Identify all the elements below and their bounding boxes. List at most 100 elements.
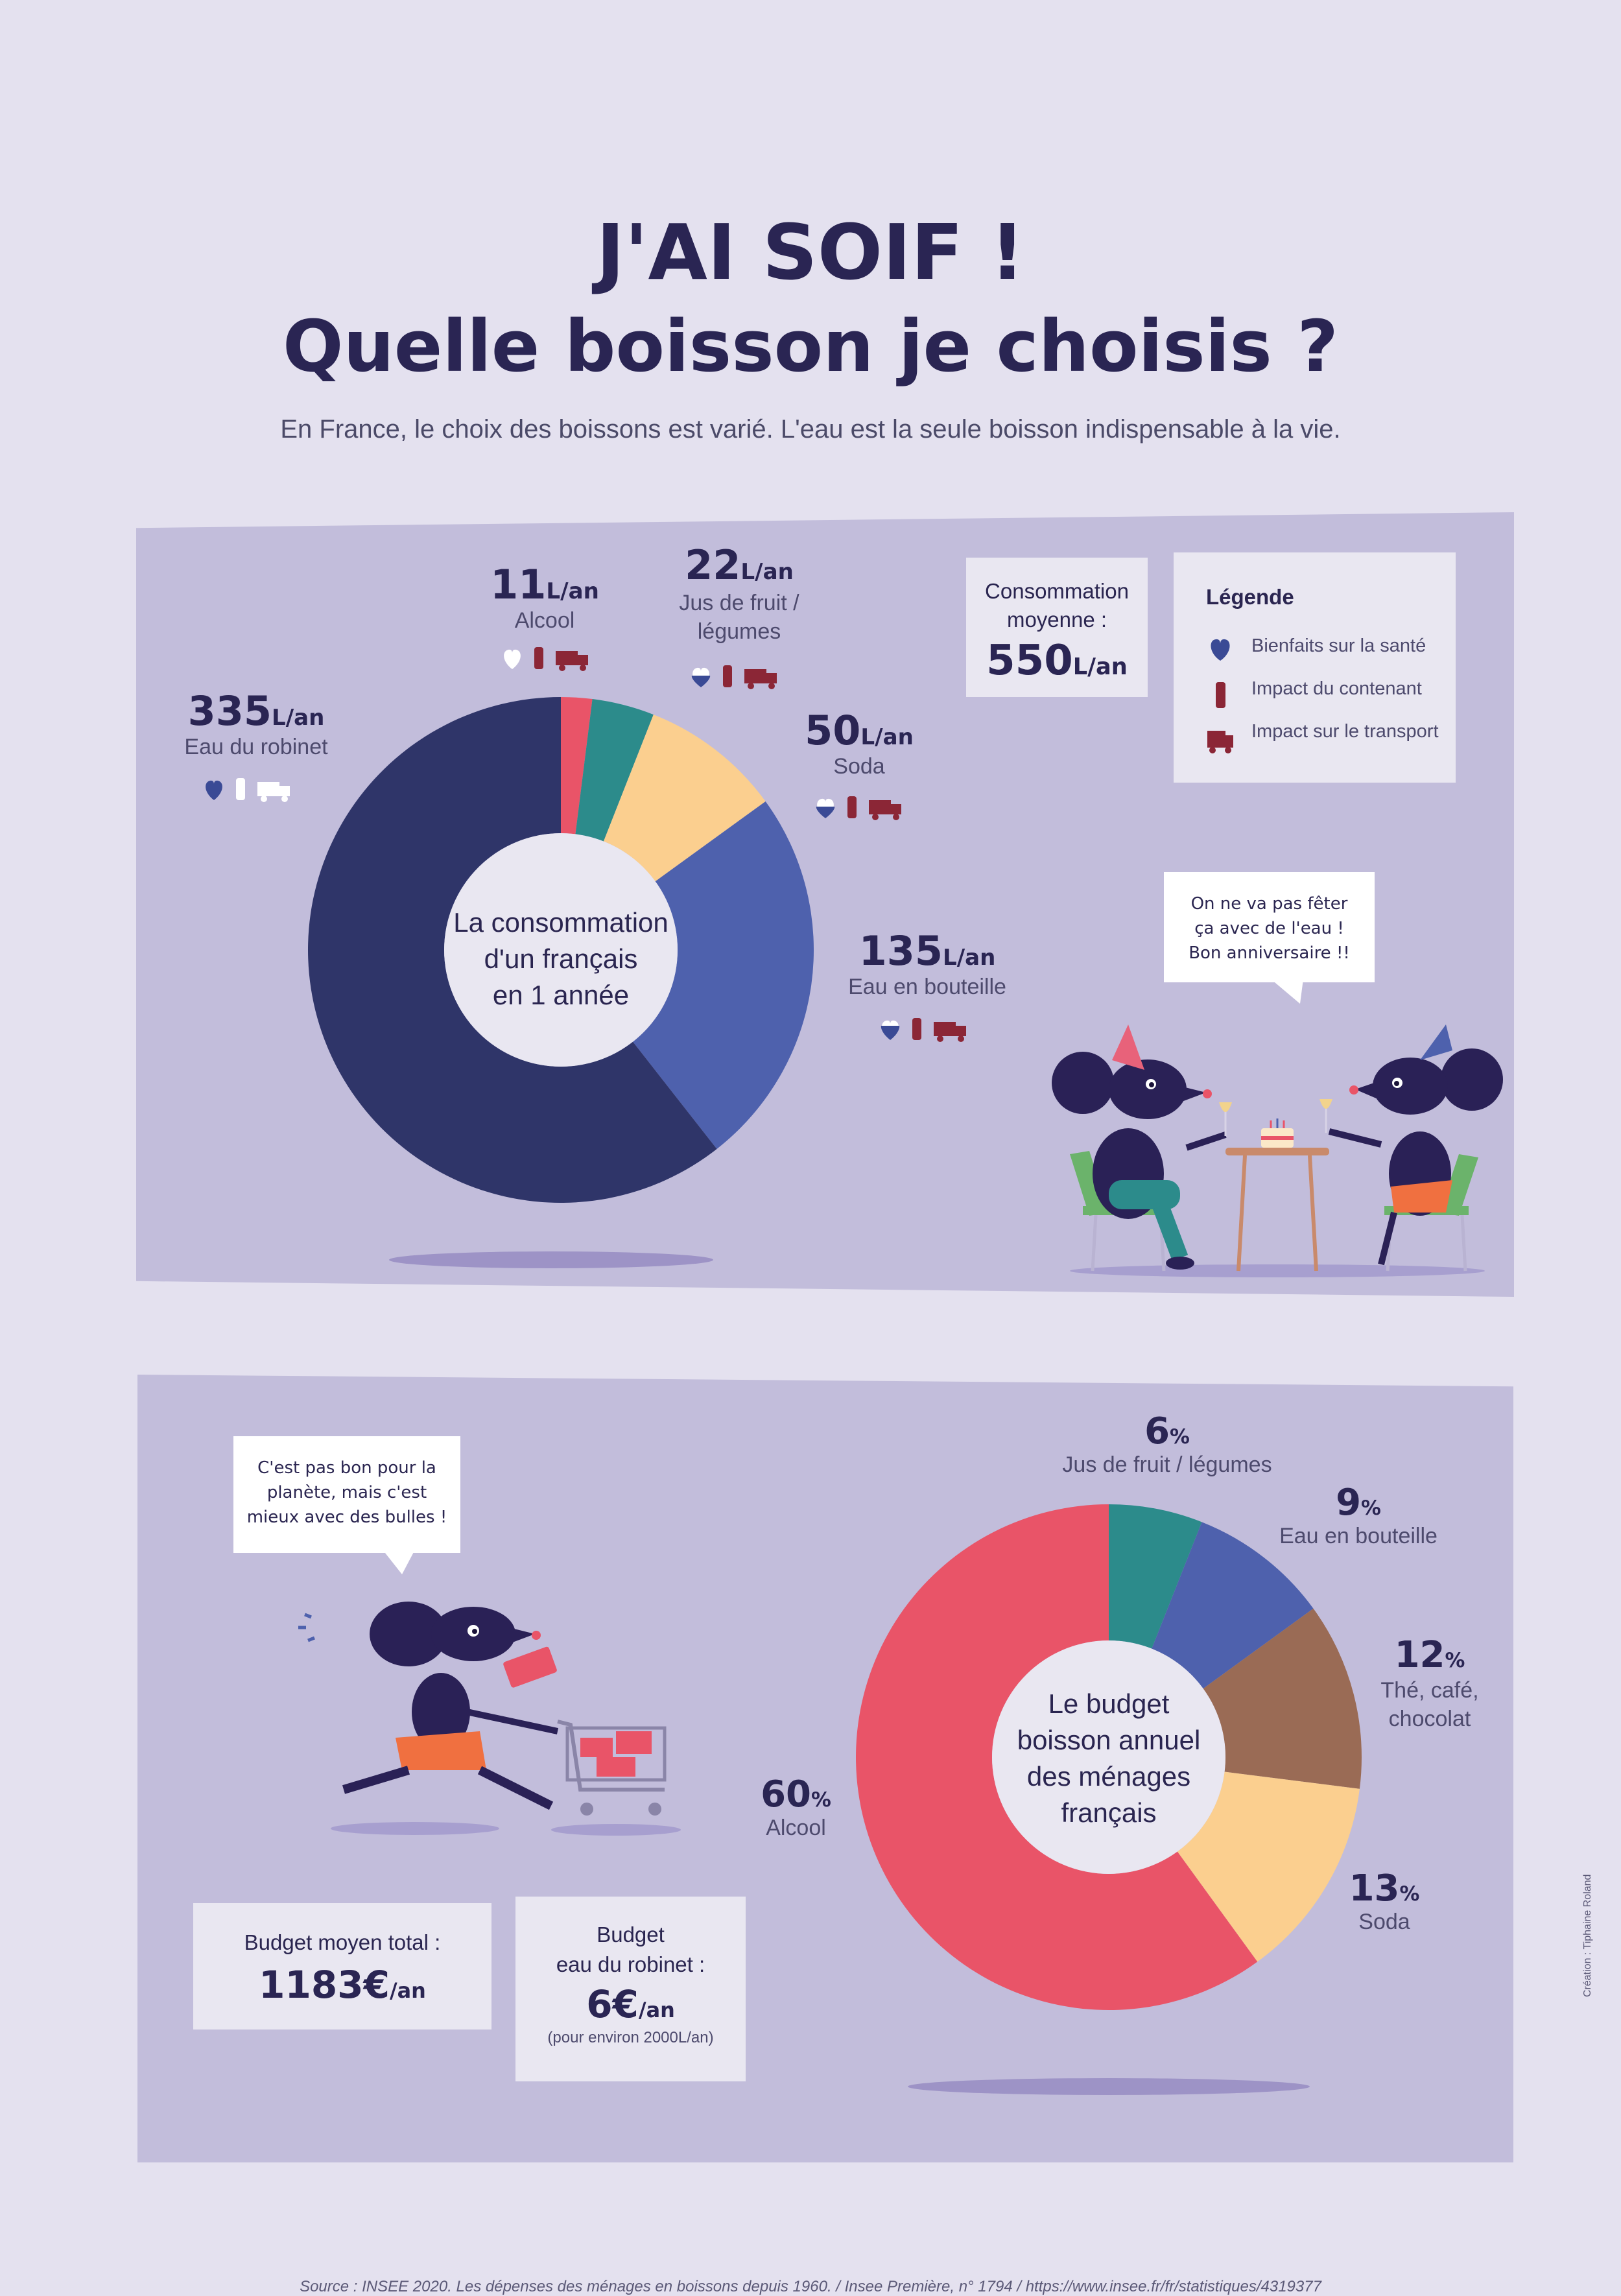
label-text: Eau en bouteille [848,975,1006,999]
bubble-tail [1271,979,1303,1004]
unit: L/an [546,578,599,604]
label-soda-budget: 13% Soda [1329,1867,1439,1935]
heart-icon [1211,639,1230,661]
budget-total-unit: /an [389,1978,426,2003]
unit: % [811,1788,831,1812]
consumption-center-line: d'un français [484,943,638,974]
label-alcohol-budget: 60% Alcool [739,1773,853,1841]
slice-bottled-water [633,801,814,1149]
source-note: Source : INSEE 2020. Les dépenses des mé… [300,2278,1321,2295]
subtitle: En France, le choix des boissons est var… [280,415,1341,444]
value: 9 [1336,1482,1362,1524]
legend-item: Impact sur le transport [1251,721,1439,742]
label-tap-water: 335L/an Eau du robinet [162,687,350,760]
bubble-line: On ne va pas fêter [1190,894,1348,914]
consumption-shadow [389,1251,713,1268]
bubble-line: C'est pas bon pour la [257,1458,436,1478]
bubble-line: mieux avec des bulles ! [246,1508,447,1527]
value: 12 [1394,1634,1445,1676]
budget-donut-chart [856,1504,1362,2010]
value: 11 [490,561,547,608]
truck-icon [744,669,766,683]
bottle-water-icons [879,1013,976,1048]
unit: L/an [860,724,914,750]
value: 6 [1144,1410,1170,1452]
label-bottle-budget: 9% Eau en bouteille [1264,1482,1452,1549]
bubble-line: ça avec de l'eau ! [1194,919,1344,938]
juice-icons [689,660,787,696]
label-text: Soda [833,754,885,779]
value: 22 [685,541,741,589]
consumption-center-label: La consommation d'un français en 1 année [431,905,691,1013]
label-text: Jus de fruit / légumes [1062,1452,1272,1477]
label-juice-cons: 22L/an Jus de fruit / légumes [648,541,830,646]
average-value: 550 [986,637,1073,685]
consumption-center-line: en 1 année [492,980,630,1010]
bottle-icon [534,647,543,669]
budget-center-label: Le budget boisson annuel des ménages fra… [979,1686,1238,1831]
alcohol-icons [501,642,598,678]
truck-icon [257,782,279,796]
label-alcohol-cons: 11L/an Alcool [454,561,635,633]
unit: L/an [272,705,325,731]
truck-icon [934,1022,956,1036]
label-soda-cons: 50L/an Soda [775,707,943,779]
speech-bubble-birthday: On ne va pas fêter ça avec de l'eau ! Bo… [1164,872,1375,982]
budget-tap-note: (pour environ 2000L/an) [547,2029,714,2046]
bottle-icon [723,665,732,687]
value: 13 [1349,1867,1400,1910]
average-unit: L/an [1072,654,1128,680]
legend-title: Légende [1206,585,1294,609]
slice-tap-water [308,697,717,1203]
slice-soda [1177,1771,1360,1962]
average-label-line: moyenne : [1006,608,1107,632]
slice-bottled-water [1152,1522,1314,1689]
label-text: Thé, café, chocolat [1380,1678,1479,1731]
bottle-icon [912,1018,921,1040]
truck-icon [556,651,578,665]
consumption-donut-hole [444,833,678,1067]
budget-tap-card: Budget eau du robinet : 6€/an (pour envi… [515,1897,746,2081]
budget-shadow [908,2078,1310,2095]
slice-juice [575,699,654,842]
unit: % [1170,1425,1190,1449]
label-juice-budget: 6% Jus de fruit / légumes [1037,1410,1297,1478]
legend-card: Légende Bienfaits sur la santé Impact du… [1174,552,1456,783]
bottle-icon [1216,682,1225,708]
value: 50 [805,707,861,754]
budget-center-line: français [1061,1797,1157,1828]
heart-icon [504,649,521,669]
label-bottle-cons: 135L/an Eau en bouteille [836,927,1018,1000]
consumption-donut-chart [308,697,814,1203]
slice-tea-coffee [1203,1608,1362,1789]
budget-tap-label-line: Budget [597,1923,665,1947]
label-text: Alcool [514,608,575,633]
speech-bubble-bubbles: C'est pas bon pour la planète, mais c'es… [233,1436,460,1553]
budget-center-line: Le budget [1048,1688,1170,1719]
title-line-1: J'AI SOIF ! [596,207,1025,297]
slice-alcohol [856,1504,1258,2010]
average-label-line: Consommation [985,579,1129,603]
legend-item: Bienfaits sur la santé [1251,635,1426,656]
title-line-2: Quelle boisson je choisis ? [282,305,1339,388]
label-text: Eau en bouteille [1279,1524,1438,1548]
consumption-center-line: La consommation [453,907,669,938]
budget-tap-value: 6€ [586,1982,639,2026]
slice-juice [1109,1504,1202,1649]
bottle-icon [847,796,857,818]
unit: % [1399,1882,1420,1906]
legend-item: Impact du contenant [1251,678,1422,699]
unit: % [1361,1497,1381,1520]
budget-donut-hole [992,1640,1225,1874]
slice-soda [603,715,766,882]
soda-icons [814,791,911,827]
label-text: Soda [1358,1910,1410,1934]
budget-total-value: 1183€ [259,1963,390,2007]
bottle-icon [236,778,245,800]
budget-tap-unit: /an [638,1998,675,2022]
label-text: Eau du robinet [184,735,328,759]
unit: L/an [740,559,794,585]
label-tea-budget: 12% Thé, café, chocolat [1368,1634,1491,1733]
bubble-line: Bon anniversaire !! [1189,943,1350,963]
value: 335 [187,687,272,735]
